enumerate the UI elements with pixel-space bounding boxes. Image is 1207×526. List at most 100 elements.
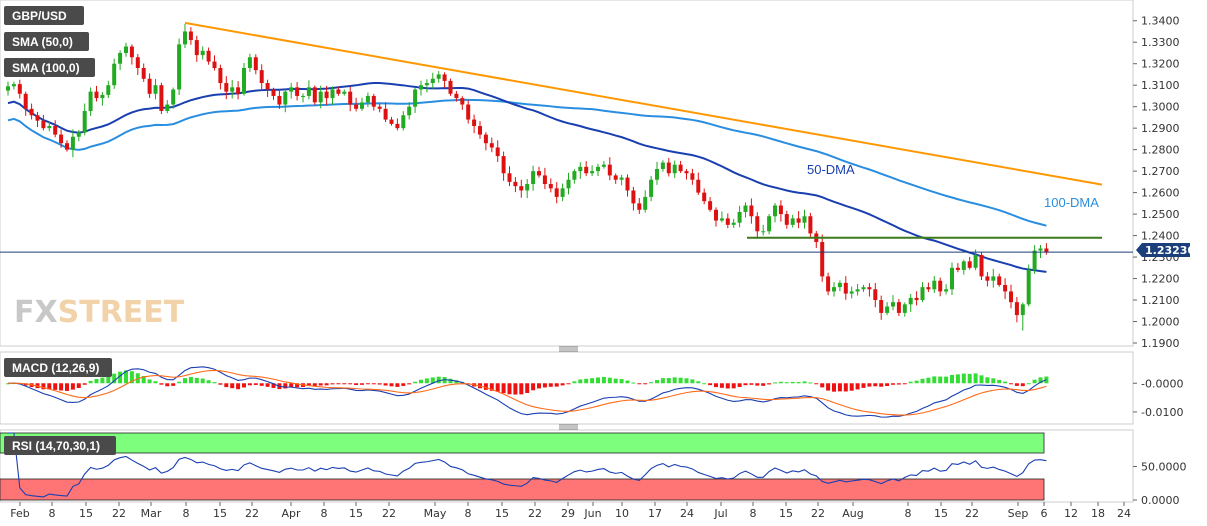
- macd-histogram-bar: [607, 377, 612, 384]
- macd-histogram-bar: [784, 382, 789, 384]
- macd-histogram-bar: [867, 383, 872, 387]
- candle-body: [832, 287, 836, 292]
- macd-histogram-bar: [737, 383, 742, 387]
- macd-histogram-bar: [655, 380, 659, 384]
- legend-symbol[interactable]: GBP/USD: [4, 6, 84, 25]
- panel-resize-handle-1[interactable]: [559, 346, 578, 352]
- candle-body: [873, 289, 878, 301]
- candle-body: [743, 205, 748, 212]
- x-tick-label-1: 8: [49, 507, 56, 520]
- candle-body: [135, 57, 140, 69]
- x-tick-label-5: 8: [183, 507, 190, 520]
- candle-body: [165, 104, 170, 111]
- macd-histogram-bar: [637, 383, 642, 385]
- macd-histogram-bar: [141, 376, 146, 384]
- candle-body: [159, 85, 164, 111]
- macd-histogram-bar: [236, 383, 241, 390]
- panel-resize-handle-2[interactable]: [559, 424, 578, 430]
- candle-body: [950, 267, 954, 290]
- macd-histogram-bar: [436, 376, 441, 384]
- candle-body: [188, 31, 193, 41]
- macd-histogram-bar: [501, 383, 506, 394]
- candle-body: [507, 173, 512, 182]
- candle-body: [171, 89, 176, 105]
- macd-histogram-bar: [613, 378, 618, 384]
- candle-body: [784, 214, 789, 225]
- legend-macd[interactable]: MACD (12,26,9): [4, 358, 112, 377]
- main-panel: [0, 0, 1134, 347]
- macd-histogram-bar: [832, 383, 836, 392]
- candle-body: [454, 93, 459, 99]
- macd-histogram-bar: [920, 378, 925, 384]
- candle-body: [1014, 302, 1019, 316]
- macd-histogram-bar: [719, 383, 724, 388]
- candle-body: [218, 68, 223, 84]
- macd-histogram-bar: [53, 383, 58, 390]
- macd-histogram-bar: [843, 383, 848, 392]
- svg-text:SMA (50,0): SMA (50,0): [12, 35, 73, 49]
- x-tick-label-14: 15: [495, 507, 509, 520]
- macd-histogram-bar: [1032, 379, 1037, 384]
- candlesticks: [6, 24, 1049, 331]
- candle-body: [820, 242, 825, 277]
- macd-histogram-bar: [708, 383, 713, 386]
- macd-histogram-bar: [1009, 383, 1013, 385]
- candle-body: [206, 50, 211, 62]
- candle-body: [147, 78, 152, 94]
- macd-histogram-bar: [961, 373, 966, 384]
- candle-body: [932, 280, 937, 290]
- candle-body: [129, 46, 134, 58]
- macd-histogram-bar: [1038, 377, 1043, 384]
- candle-body: [501, 156, 506, 174]
- legend-rsi[interactable]: RSI (14,70,30,1): [4, 436, 116, 455]
- candle-body: [1032, 250, 1037, 270]
- candle-body: [118, 52, 123, 64]
- candle-body: [649, 179, 654, 197]
- candle-body: [714, 209, 718, 221]
- candle-body: [985, 276, 990, 281]
- candle-body: [236, 87, 241, 94]
- candle-body: [607, 164, 612, 176]
- macd-histogram-bar: [82, 383, 87, 385]
- candle-body: [1009, 291, 1013, 303]
- macd-histogram-bar: [6, 383, 10, 385]
- candle-body: [348, 91, 353, 105]
- candle-body: [318, 91, 323, 103]
- macd-histogram-bar: [678, 377, 683, 384]
- x-tick-label-18: 10: [615, 507, 629, 520]
- candle-body: [35, 115, 40, 121]
- macd-histogram-bar: [690, 379, 695, 384]
- macd-histogram-bar: [324, 383, 329, 386]
- price-tick-label-6: 1.2500: [1141, 208, 1180, 221]
- candle-body: [885, 306, 890, 313]
- candle-body: [253, 57, 258, 71]
- candle-body: [601, 164, 606, 167]
- macd-histogram-bar: [631, 382, 636, 384]
- x-tick-label-2: 15: [79, 507, 93, 520]
- legend-sma50[interactable]: SMA (50,0): [4, 32, 89, 51]
- candle-body: [489, 143, 494, 148]
- legend-sma100[interactable]: SMA (100,0): [4, 58, 95, 77]
- macd-histogram-bar: [395, 383, 400, 387]
- macd-histogram-bar: [413, 381, 418, 384]
- candle-body: [466, 104, 471, 120]
- macd-histogram-bar: [183, 378, 187, 384]
- candle-body: [761, 231, 766, 233]
- candle-body: [849, 291, 854, 294]
- macd-histogram-bar: [354, 383, 359, 386]
- last-price-value: 1.23230: [1145, 244, 1195, 257]
- x-tick-label-29: Sep: [1008, 507, 1029, 520]
- candle-body: [330, 89, 335, 99]
- x-tick-label-21: Jul: [713, 507, 727, 520]
- macd-histogram-bar: [47, 383, 52, 390]
- price-tick-label-3: 1.2200: [1141, 273, 1180, 286]
- candle-body: [773, 205, 777, 217]
- candle-body: [802, 216, 807, 223]
- macd-histogram-bar: [495, 383, 500, 392]
- x-tick-label-30: 6: [1041, 507, 1048, 520]
- macd-histogram-bar: [430, 377, 435, 384]
- price-tick-label-9: 1.2800: [1141, 144, 1180, 157]
- candle-body: [47, 126, 52, 129]
- macd-histogram-bar: [295, 383, 300, 388]
